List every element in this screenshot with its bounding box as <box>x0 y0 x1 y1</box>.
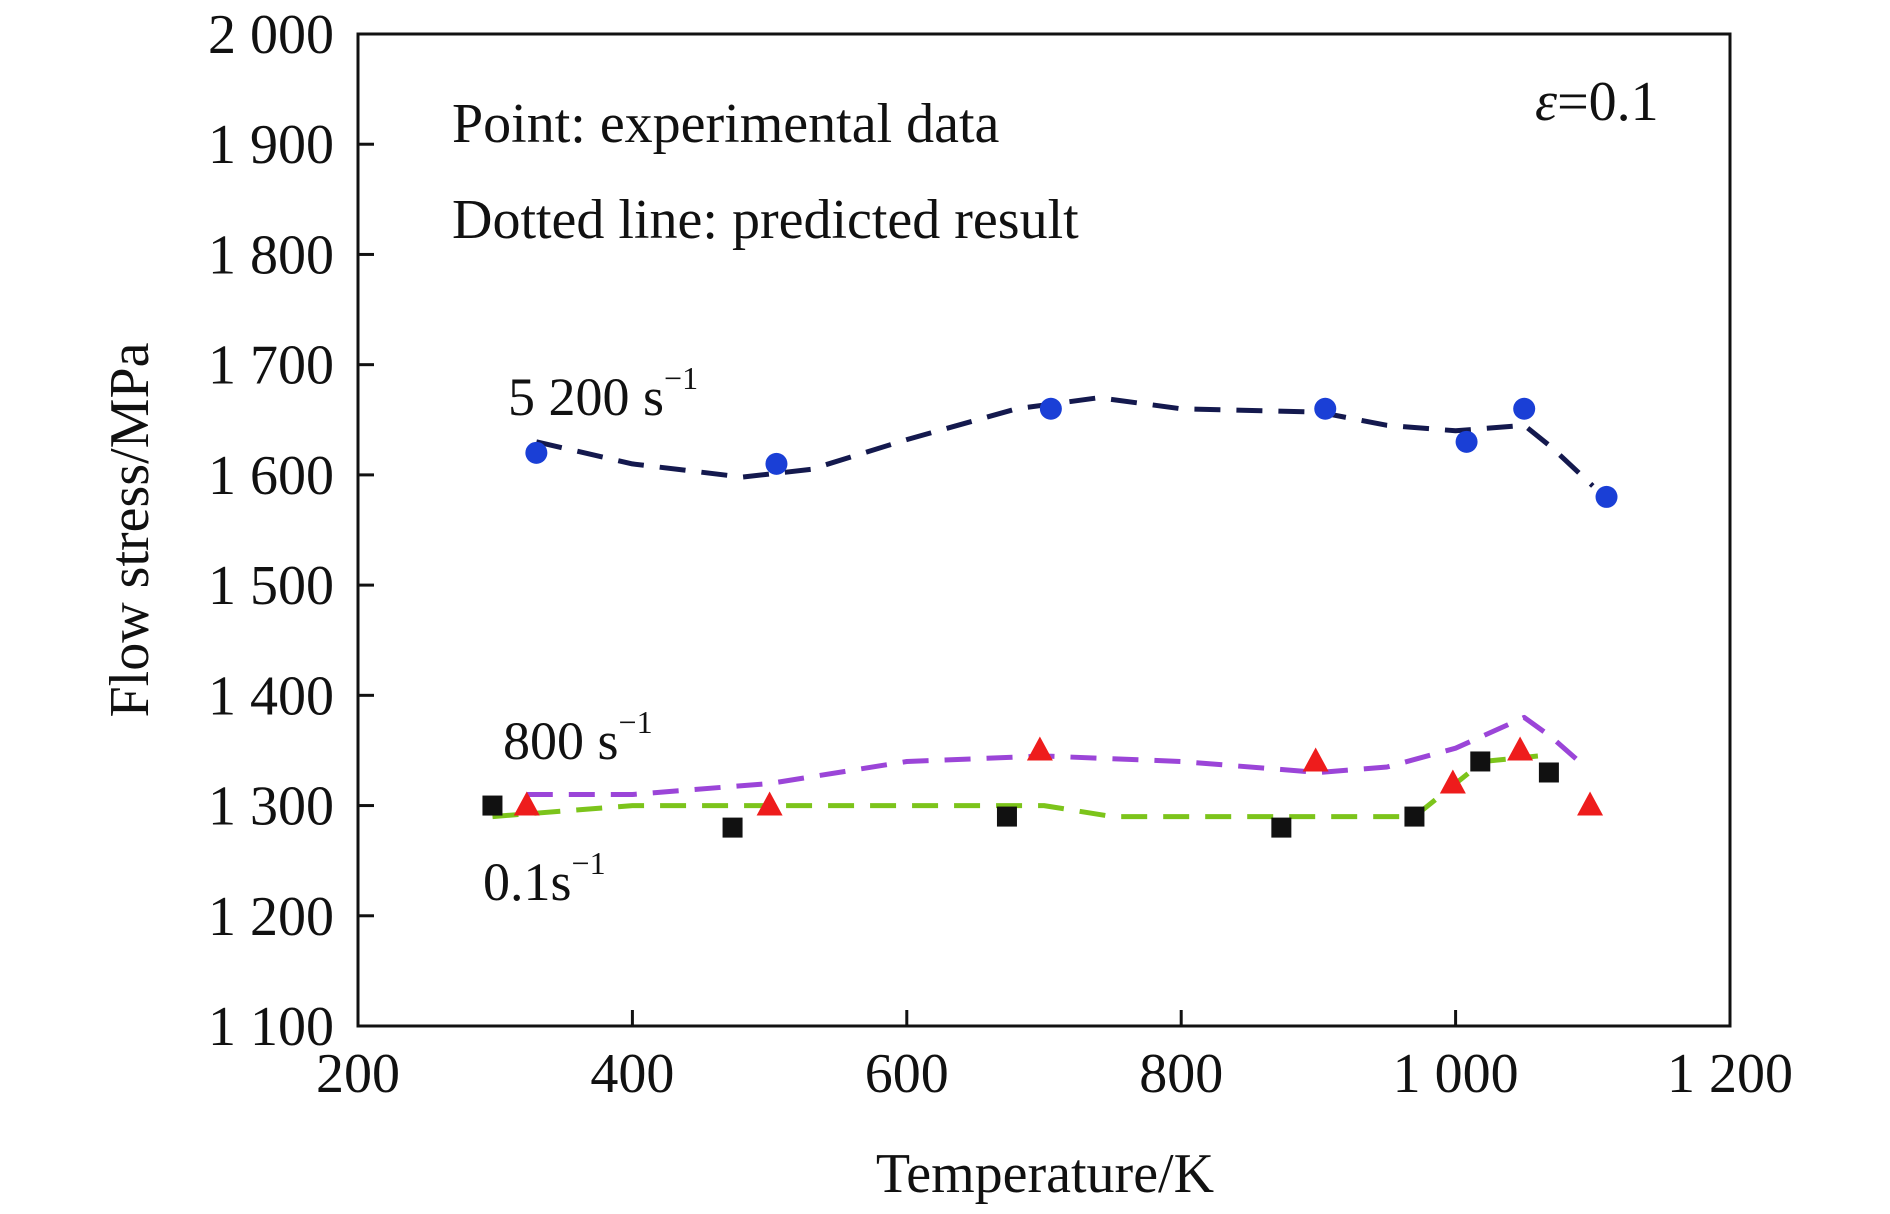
line-note: Dotted line: predicted result <box>452 189 1079 251</box>
y-tick-label: 1 500 <box>208 555 334 617</box>
series-label-0.1-exp: −1 <box>572 845 606 881</box>
y-axis-title: Flow stress/MPa <box>99 342 161 717</box>
data-point-square <box>1404 806 1425 827</box>
data-point-circle <box>1455 430 1478 453</box>
x-axis-title: Temperature/K <box>876 1143 1214 1205</box>
data-point-square <box>1538 762 1559 783</box>
series-label-0.1: 0.1s−1 <box>483 845 606 912</box>
data-point-circle <box>1513 397 1536 420</box>
x-tick-label: 1 000 <box>1393 1043 1519 1105</box>
data-point-triangle <box>1439 769 1466 794</box>
strain-symbol: ε <box>1535 71 1558 133</box>
series-label-5200-base: 5 200 s <box>508 367 664 427</box>
y-tick-label: 2 000 <box>208 4 334 66</box>
y-tick-label: 1 800 <box>208 224 334 286</box>
data-point-triangle <box>513 791 540 816</box>
y-tick-label: 1 200 <box>208 886 334 948</box>
series-label-5200: 5 200 s−1 <box>508 360 698 427</box>
series-label-0.1-base: 0.1s <box>483 852 572 912</box>
strain-value: =0.1 <box>1557 71 1659 133</box>
series-label-5200-exp: −1 <box>664 360 698 396</box>
x-tick-label: 400 <box>590 1043 674 1105</box>
predicted-lines <box>492 395 1595 820</box>
data-point-square <box>1470 751 1491 772</box>
predicted-line-series-2 <box>492 753 1539 820</box>
data-point-triangle <box>1507 736 1534 761</box>
y-tick-label: 1 700 <box>208 335 334 397</box>
y-tick-label: 1 900 <box>208 114 334 176</box>
data-point-square <box>722 817 743 838</box>
y-tick-label: 1 100 <box>208 996 334 1058</box>
data-point-square <box>1271 817 1292 838</box>
data-point-triangle <box>756 791 783 816</box>
x-axis-ticks: 200 400 600 800 1 000 1 200 <box>316 1010 1793 1105</box>
x-tick-label: 600 <box>865 1043 949 1105</box>
data-point-circle <box>525 441 548 464</box>
series-label-800-exp: −1 <box>619 704 653 740</box>
y-tick-label: 1 300 <box>208 776 334 838</box>
point-note: Point: experimental data <box>452 93 1000 155</box>
y-tick-label: 1 400 <box>208 665 334 727</box>
predicted-line-series-0 <box>535 395 1595 488</box>
experimental-points <box>482 397 1618 838</box>
data-point-circle <box>765 452 788 475</box>
predicted-line-series-1 <box>526 714 1581 797</box>
series-label-800-base: 800 s <box>503 711 619 771</box>
y-tick-label: 1 600 <box>208 445 334 507</box>
data-point-circle <box>1039 397 1062 420</box>
strain-label: ε=0.1 <box>1535 71 1659 133</box>
data-point-circle <box>1314 397 1337 420</box>
series-label-800: 800 s−1 <box>503 704 653 771</box>
x-tick-label: 200 <box>316 1043 400 1105</box>
data-point-square <box>996 806 1017 827</box>
y-axis-ticks: 1 100 1 200 1 300 1 400 1 500 1 600 1 700 1 800… <box>208 4 374 1058</box>
data-point-triangle <box>1026 736 1053 761</box>
data-point-triangle <box>1302 747 1329 772</box>
plot-frame <box>356 32 1732 1028</box>
data-point-circle <box>1595 485 1618 508</box>
x-tick-label: 1 200 <box>1667 1043 1793 1105</box>
data-point-triangle <box>1577 791 1604 816</box>
data-point-square <box>482 795 503 816</box>
x-tick-label: 800 <box>1139 1043 1223 1105</box>
